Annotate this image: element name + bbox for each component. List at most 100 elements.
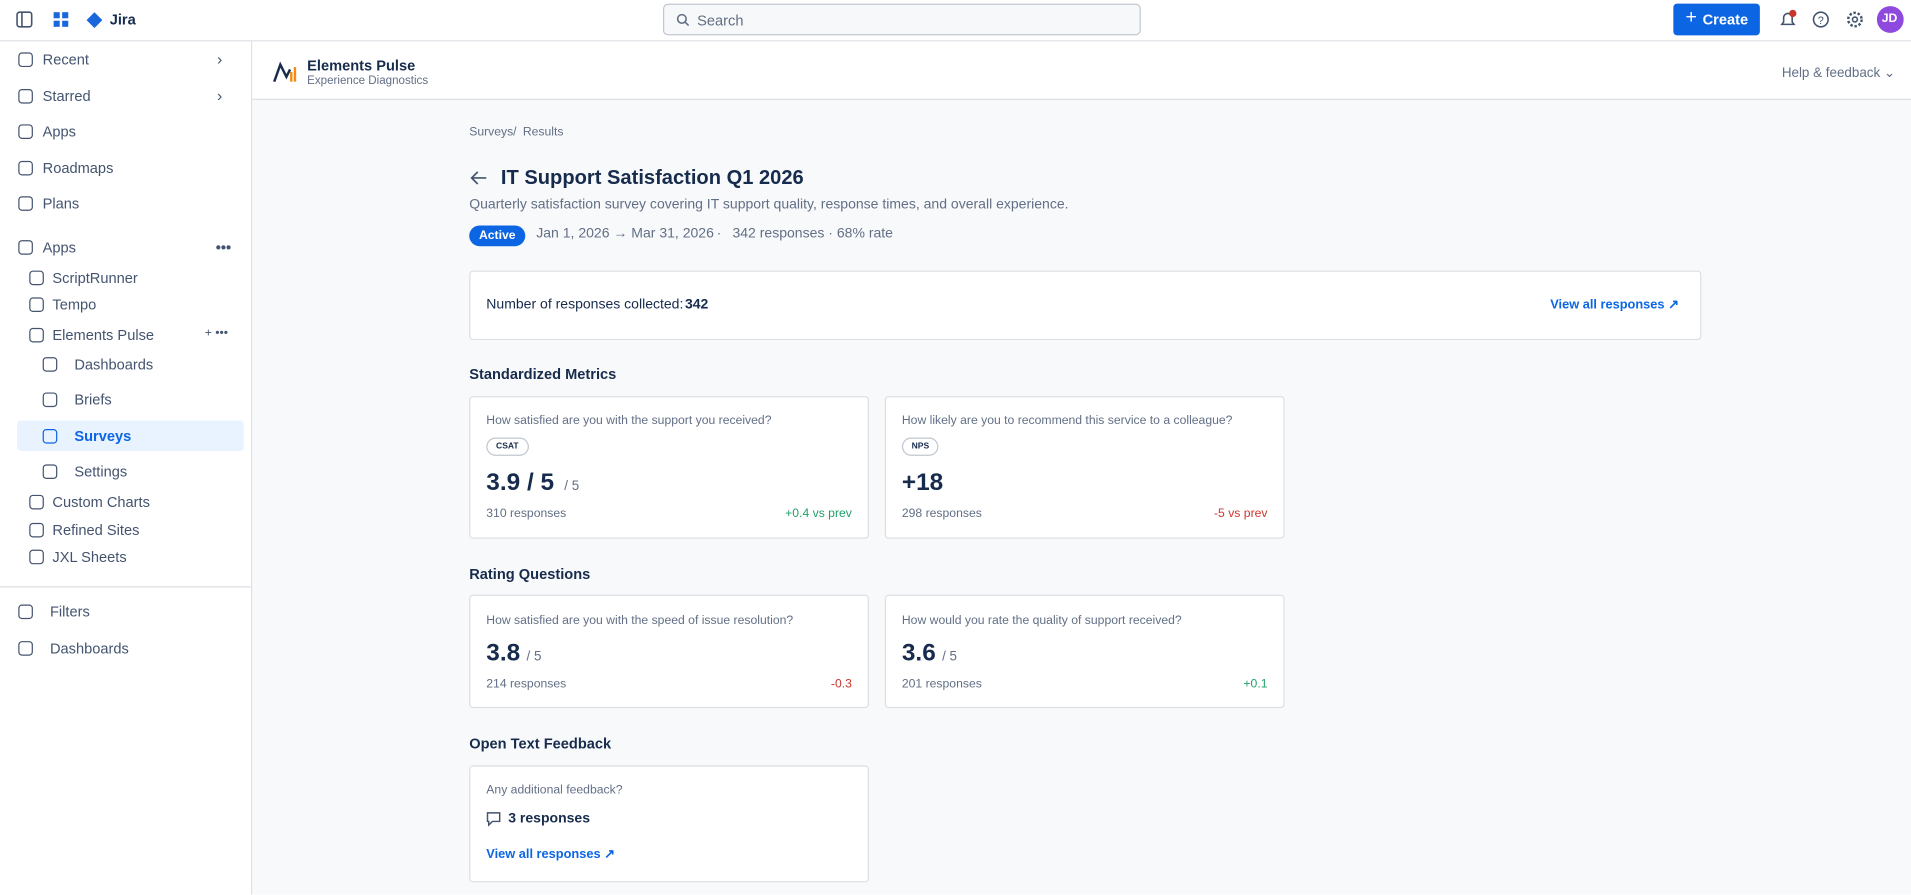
badge: NPS xyxy=(901,437,939,456)
sidebar-icon xyxy=(42,357,58,372)
sidebar-icon xyxy=(18,604,33,620)
create-plus: + xyxy=(1685,7,1697,29)
open-text-link[interactable]: View all responses ↗ xyxy=(486,847,615,862)
survey-title: IT Support Satisfaction Q1 2026 xyxy=(500,166,804,189)
delta: +0.1 xyxy=(1243,677,1268,692)
sidebar-item[interactable]: Elements Pulse xyxy=(52,326,155,344)
chevron[interactable]: › xyxy=(216,49,223,69)
sidebar-icon xyxy=(42,392,58,408)
sidebar-item[interactable]: Refined Sites xyxy=(52,521,140,539)
sidebar-item[interactable]: Dashboards xyxy=(49,639,129,657)
sidebar-icon xyxy=(18,88,33,104)
sidebar-item[interactable]: Apps xyxy=(42,238,77,256)
notifications[interactable] xyxy=(1778,9,1798,30)
app-switcher[interactable] xyxy=(52,11,69,28)
section-heading: Open Text Feedback xyxy=(469,734,612,752)
sidebar-item[interactable]: JXL Sheets xyxy=(52,548,127,566)
responses: 201 responses xyxy=(901,677,982,692)
survey-stats: 342 responses · 68% rate xyxy=(732,226,893,242)
scale: / 5 xyxy=(942,649,958,665)
sidebar-item[interactable]: Apps xyxy=(42,123,77,141)
summary-label: Number of responses collected: xyxy=(486,297,684,312)
sidebar-icon xyxy=(18,196,33,211)
sidebar-icon xyxy=(29,494,44,510)
sidebar-icon xyxy=(18,160,33,176)
svg-text:?: ? xyxy=(1818,15,1824,27)
pulse-actions[interactable]: + ••• xyxy=(204,326,229,341)
sidebar-icon xyxy=(18,52,33,68)
sidebar-item[interactable]: Roadmaps xyxy=(42,159,114,177)
question: How satisfied are you with the speed of … xyxy=(486,614,794,628)
survey-dates: Jan 1, 2026 → Mar 31, 2026 xyxy=(536,226,714,242)
question: Any additional feedback? xyxy=(486,783,623,798)
app-name: Elements Pulse xyxy=(307,57,416,75)
sidebar-item[interactable]: Tempo xyxy=(52,296,97,314)
metric-card xyxy=(469,396,869,539)
avatar[interactable] xyxy=(1876,6,1904,33)
survey-separator: · xyxy=(716,226,722,242)
open-text-card xyxy=(469,765,869,883)
sidebar-icon xyxy=(42,464,58,479)
sidebar-item[interactable]: Custom Charts xyxy=(52,493,150,511)
search-placeholder: Search xyxy=(697,12,744,30)
breadcrumb[interactable]: Surveys xyxy=(469,125,514,139)
avatar-initials: JD xyxy=(1881,12,1898,26)
rating-card xyxy=(469,594,869,709)
metric-card xyxy=(884,396,1285,539)
chevron[interactable]: › xyxy=(216,86,223,105)
sidebar-toggle[interactable] xyxy=(16,11,33,28)
score: +18 xyxy=(901,469,944,497)
create-button[interactable]: + Create xyxy=(1673,3,1760,36)
sidebar-item[interactable]: ScriptRunner xyxy=(52,269,138,287)
question: How satisfied are you with the support y… xyxy=(486,414,772,428)
sidebar-item[interactable]: Settings xyxy=(74,463,128,481)
responses: 310 responses xyxy=(486,507,567,521)
status-lozenge: Active xyxy=(469,225,526,247)
help-icon[interactable]: ? xyxy=(1812,11,1829,28)
summary-count: 342 xyxy=(684,297,709,312)
delta: +0.4 vs prev xyxy=(785,507,852,521)
sidebar-item[interactable]: Starred xyxy=(42,87,91,105)
back-button[interactable] xyxy=(470,171,487,186)
sidebar-divider xyxy=(0,586,252,588)
sidebar-more[interactable]: ••• xyxy=(215,238,232,256)
jira-logo[interactable] xyxy=(86,12,103,29)
responses: 298 responses xyxy=(901,507,982,521)
sidebar-icon xyxy=(18,124,33,139)
app-header xyxy=(252,41,1911,100)
sidebar-item[interactable]: Plans xyxy=(42,195,80,213)
sidebar-item[interactable]: Dashboards xyxy=(74,355,154,373)
summary-card xyxy=(469,270,1702,341)
search-box[interactable]: Search xyxy=(663,3,1141,36)
sidebar xyxy=(0,41,253,895)
open-responses: 3 responses xyxy=(508,811,591,827)
scale: / 5 xyxy=(526,649,542,665)
sidebar-item[interactable]: Filters xyxy=(49,603,90,621)
section-heading: Standardized Metrics xyxy=(469,365,617,383)
section-heading: Rating Questions xyxy=(469,565,591,583)
sidebar-icon xyxy=(18,641,33,656)
score: 3.9 / 5 xyxy=(486,469,555,497)
sidebar-icon xyxy=(29,522,44,538)
help-feedback[interactable]: Help & feedback ⌄ xyxy=(1781,65,1896,81)
sidebar-icon xyxy=(18,240,33,255)
sidebar-item[interactable]: Briefs xyxy=(74,391,112,409)
score: 3.8 xyxy=(486,639,521,667)
sidebar-item[interactable]: Surveys xyxy=(74,427,132,445)
survey-description: Quarterly satisfaction survey covering I… xyxy=(469,197,1069,213)
responses: 214 responses xyxy=(486,677,567,692)
settings-icon[interactable] xyxy=(1846,11,1863,28)
sidebar-icon xyxy=(29,549,44,565)
pulse-logo xyxy=(273,61,297,83)
summary-link[interactable]: View all responses ↗ xyxy=(1550,297,1679,312)
sidebar-item[interactable]: Recent xyxy=(42,51,90,69)
app-subtitle: Experience Diagnostics xyxy=(307,74,429,88)
scale: / 5 xyxy=(564,478,580,494)
score: 3.6 xyxy=(901,639,936,667)
product-name[interactable]: Jira xyxy=(109,10,136,29)
sidebar-icon xyxy=(42,429,58,444)
create-label: Create xyxy=(1702,10,1749,29)
breadcrumb[interactable]: Results xyxy=(522,125,564,139)
selected-item-bg xyxy=(17,420,244,451)
